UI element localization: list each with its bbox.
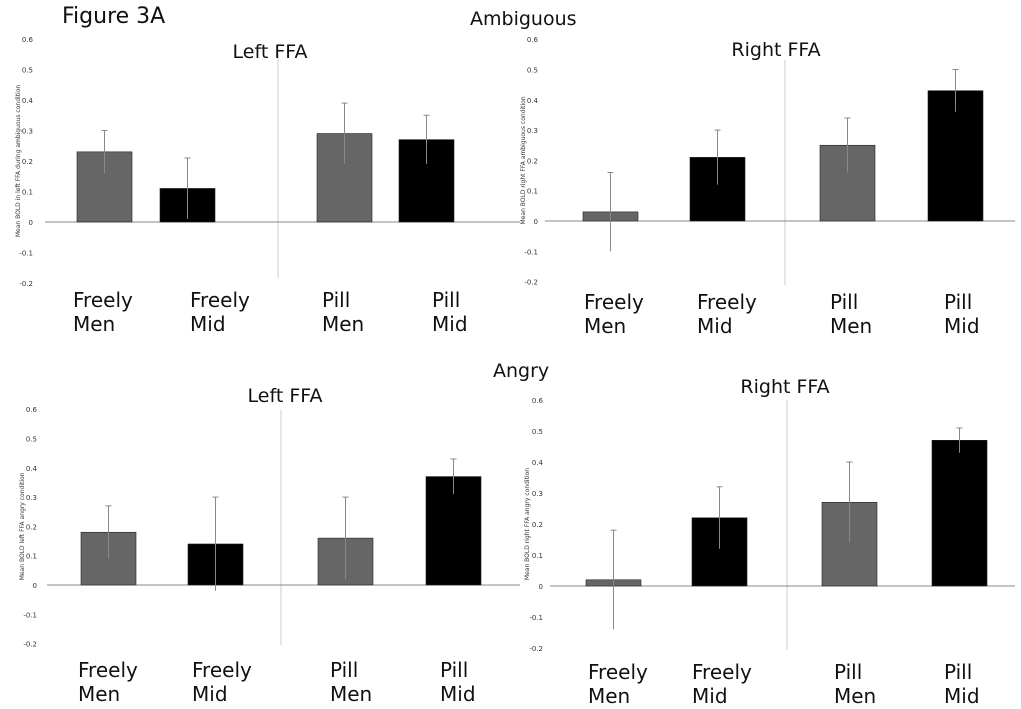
y-tick-label: 0.6: [532, 397, 544, 405]
category-label: Freely Men: [588, 660, 648, 708]
category-label: Freely Mid: [190, 288, 250, 336]
section-title-ambiguous: Ambiguous: [470, 8, 577, 30]
y-tick-label: 0: [534, 218, 538, 226]
y-tick-label: 0.2: [527, 157, 538, 165]
bar: [316, 133, 373, 223]
category-label: Pill Mid: [440, 658, 476, 706]
y-tick-label: 0: [539, 583, 543, 591]
category-label: Pill Men: [834, 660, 877, 708]
y-tick-label: 0.3: [532, 490, 543, 498]
y-tick-label: 0: [33, 582, 37, 590]
y-tick-label: 0.1: [26, 553, 37, 561]
panel-title: Left FFA: [233, 41, 308, 63]
category-label: Pill Men: [322, 288, 365, 336]
y-tick-label: 0.6: [22, 36, 34, 44]
panel-title: Right FFA: [731, 39, 820, 61]
y-tick-label: 0.3: [26, 494, 37, 502]
y-tick-label: -0.2: [529, 645, 543, 653]
y-axis-label: Mean BOLD right FFA ambiguous condition: [520, 96, 527, 224]
category-label: Freely Mid: [692, 660, 752, 708]
category-label: Pill Men: [830, 290, 873, 338]
bar: [931, 439, 988, 587]
y-tick-label: 0.1: [22, 189, 33, 197]
y-tick-label: 0.4: [532, 459, 544, 467]
y-axis-label: Mean BOLD left FFA angry condition: [19, 472, 26, 580]
y-tick-label: 0.1: [527, 188, 538, 196]
category-label: Pill Mid: [432, 288, 468, 336]
y-tick-label: -0.1: [529, 614, 543, 622]
category-label: Freely Men: [584, 290, 644, 338]
y-tick-label: 0.6: [26, 406, 38, 414]
y-axis-label: Mean BOLD right FFA angry condition: [524, 468, 531, 580]
section-title-angry: Angry: [493, 360, 550, 382]
category-label: Pill Men: [330, 658, 373, 706]
y-tick-label: 0.1: [532, 552, 543, 560]
y-tick-label: 0: [29, 219, 33, 227]
y-tick-label: -0.1: [524, 248, 538, 256]
y-tick-label: 0.2: [532, 521, 543, 529]
y-tick-label: 0.2: [22, 158, 33, 166]
y-tick-label: 0.5: [532, 428, 543, 436]
category-label: Freely Mid: [697, 290, 757, 338]
bar: [927, 90, 984, 222]
y-axis-label: Mean BOLD in left FFA during ambiguous c…: [15, 85, 22, 238]
y-tick-label: -0.2: [23, 641, 37, 649]
y-tick-label: 0.4: [527, 97, 539, 105]
y-tick-label: -0.1: [19, 250, 33, 258]
category-label: Freely Men: [78, 658, 138, 706]
y-tick-label: 0.5: [26, 436, 37, 444]
y-tick-label: 0.2: [26, 523, 37, 531]
category-label: Freely Men: [73, 288, 133, 336]
y-tick-label: -0.2: [19, 280, 33, 288]
y-tick-label: 0.4: [26, 465, 38, 473]
category-label: Pill Mid: [944, 290, 980, 338]
y-tick-label: 0.5: [527, 67, 538, 75]
y-tick-label: 0.4: [22, 97, 34, 105]
category-label: Pill Mid: [944, 660, 980, 708]
y-tick-label: 0.3: [527, 127, 538, 135]
y-tick-label: 0.6: [527, 36, 539, 44]
y-tick-label: 0.5: [22, 67, 33, 75]
category-label: Freely Mid: [192, 658, 252, 706]
figure-label: Figure 3A: [62, 4, 166, 29]
bar: [425, 476, 482, 586]
y-tick-label: 0.3: [22, 128, 33, 136]
panel-title: Left FFA: [248, 385, 323, 407]
y-tick-label: -0.2: [524, 279, 538, 287]
panel-title: Right FFA: [740, 376, 829, 398]
bar: [691, 517, 748, 587]
y-tick-label: -0.1: [23, 611, 37, 619]
